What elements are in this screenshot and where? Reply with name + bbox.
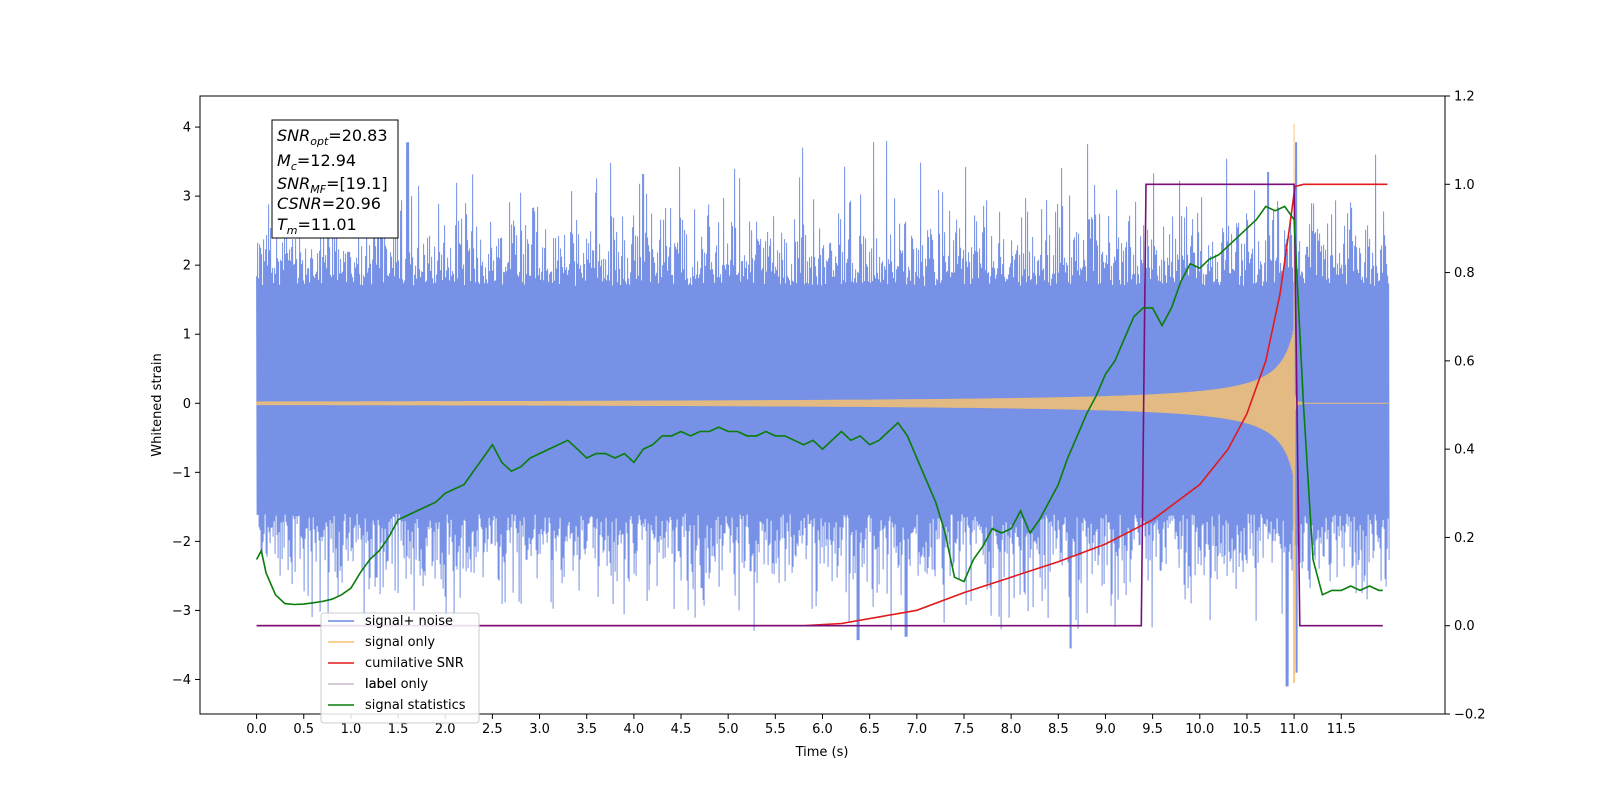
annotation-frame [271, 119, 399, 239]
x-tick-label: 7.0 [906, 722, 927, 737]
legend-frame [320, 612, 480, 724]
x-tick-label: 5.5 [765, 722, 786, 737]
series-signal-only [256, 123, 1389, 683]
y-axis-left: 4 3 2 1 0 −1 −2 −3 −4 [172, 121, 200, 688]
y2-tick-label: 1.0 [1454, 178, 1475, 193]
annotation-value: =20.83 [328, 126, 387, 145]
y-tick-label: −4 [172, 673, 191, 688]
x-tick-label: 0.0 [246, 722, 267, 737]
annotation-value: =11.01 [298, 215, 357, 234]
x-tick-label: 2.0 [435, 722, 456, 737]
y-tick-label: 2 [183, 259, 191, 274]
y2-tick-label: 0.2 [1454, 531, 1475, 546]
annotation-line: Tm=11.01 [277, 215, 357, 237]
annotation-symbol: M [277, 151, 291, 170]
y2-tick-label: 0.6 [1454, 354, 1475, 369]
legend: signal+ noise signal only cumilative SNR la… [320, 612, 480, 724]
y-tick-label: 1 [183, 328, 191, 343]
y2-tick-label: 1.2 [1454, 90, 1475, 105]
annotation-symbol: CSNR [277, 194, 322, 213]
annotation-line: SNRopt=20.83 [277, 126, 388, 148]
annotation-symbol: SNR [277, 174, 310, 193]
series-cumulative-snr [256, 183, 1388, 627]
annotation-subscript: m [287, 224, 298, 237]
annotation-symbol: SNR [277, 126, 310, 145]
x-tick-label: 10.5 [1232, 722, 1261, 737]
x-tick-label: 5.0 [718, 722, 739, 737]
y2-tick-label: 0.4 [1454, 443, 1475, 458]
annotation-line: CSNR=20.96 [277, 194, 381, 213]
legend-label: signal+ noise [365, 614, 453, 629]
x-axis: 0.0 0.5 1.0 1.5 2.0 2.5 3.0 3.5 4.0 4.5 5.0 5.5 6.0 6… [246, 714, 1356, 737]
y-axis-label: Whitened strain [150, 353, 165, 456]
series-layer [255, 123, 1390, 687]
series-label [256, 183, 1383, 627]
legend-label: signal only [365, 635, 435, 650]
annotation-subscript: MF [310, 183, 326, 196]
x-tick-label: 8.0 [1001, 722, 1022, 737]
annotation-value: =[19.1] [326, 174, 388, 193]
x-tick-label: 9.0 [1095, 722, 1116, 737]
x-tick-label: 10.0 [1185, 722, 1214, 737]
legend-label: label [365, 677, 396, 692]
y-tick-label: −2 [172, 535, 191, 550]
x-tick-label: 0.5 [293, 722, 314, 737]
y-tick-label: 4 [183, 121, 191, 136]
x-tick-label: 11.5 [1327, 722, 1356, 737]
x-tick-label: 11.0 [1280, 722, 1309, 737]
x-tick-label: 8.5 [1048, 722, 1069, 737]
y-tick-label: 0 [183, 397, 191, 412]
legend-label: label only [365, 677, 428, 692]
y-tick-label: 3 [183, 190, 191, 205]
x-tick-label: 1.5 [388, 722, 409, 737]
annotation-value: =12.94 [297, 151, 356, 170]
y2-tick-label: 0.8 [1454, 266, 1475, 281]
y-tick-label: −3 [172, 604, 191, 619]
x-tick-label: 9.5 [1142, 722, 1163, 737]
y-tick-label: −1 [172, 466, 191, 481]
x-tick-label: 1.0 [341, 722, 362, 737]
legend-label: signal statistics [365, 698, 466, 713]
y2-tick-label: 0.0 [1454, 619, 1475, 634]
x-tick-label: 2.5 [482, 722, 503, 737]
annotation-subscript: c [291, 160, 297, 173]
series-signal-statistics [255, 205, 1383, 606]
annotation-symbol: T [277, 215, 288, 234]
x-tick-label: 6.0 [812, 722, 833, 737]
annotation-value: =20.96 [322, 194, 381, 213]
x-tick-label: 3.5 [576, 722, 597, 737]
annotation-box: SNRopt=20.83Mc=12.94SNRMF=[19.1]CSNR=20.… [271, 119, 399, 239]
annotation-subscript: opt [310, 135, 329, 148]
annotation-line: SNRMF=[19.1] [277, 174, 388, 196]
y-axis-right: 1.2 1.0 0.8 0.6 0.4 0.2 0.0 −0.2 [1445, 90, 1486, 723]
legend-label: cumilative SNR [365, 656, 464, 671]
x-tick-label: 6.5 [859, 722, 880, 737]
y2-tick-label: −0.2 [1454, 708, 1486, 723]
x-tick-label: 4.0 [624, 722, 645, 737]
x-axis-label: Time (s) [795, 745, 849, 760]
x-tick-label: 3.0 [529, 722, 550, 737]
x-tick-label: 7.5 [954, 722, 975, 737]
annotation-line: Mc=12.94 [277, 151, 356, 173]
x-tick-label: 4.5 [671, 722, 692, 737]
